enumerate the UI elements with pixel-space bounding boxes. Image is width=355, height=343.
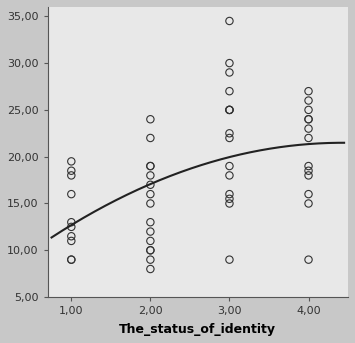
Point: [69, 220, 74, 225]
Point: [306, 168, 311, 174]
Point: [69, 238, 74, 244]
Point: [306, 126, 311, 131]
Point: [148, 257, 153, 262]
Point: [226, 18, 232, 24]
Point: [226, 196, 232, 202]
Point: [148, 117, 153, 122]
Point: [148, 201, 153, 206]
Point: [226, 201, 232, 206]
Point: [306, 98, 311, 103]
Point: [226, 191, 232, 197]
Point: [226, 88, 232, 94]
Point: [148, 248, 153, 253]
Point: [306, 191, 311, 197]
Point: [148, 220, 153, 225]
Point: [69, 257, 74, 262]
Point: [226, 107, 232, 113]
Point: [226, 70, 232, 75]
Point: [306, 173, 311, 178]
Point: [226, 60, 232, 66]
Point: [306, 257, 311, 262]
Point: [148, 229, 153, 234]
Point: [306, 117, 311, 122]
Point: [148, 163, 153, 169]
Point: [306, 163, 311, 169]
Point: [306, 117, 311, 122]
Point: [148, 191, 153, 197]
X-axis label: The_status_of_identity: The_status_of_identity: [119, 323, 276, 336]
Point: [226, 135, 232, 141]
Point: [226, 107, 232, 113]
Point: [148, 163, 153, 169]
Point: [226, 163, 232, 169]
Point: [306, 107, 311, 113]
Point: [69, 234, 74, 239]
Point: [226, 173, 232, 178]
Point: [69, 173, 74, 178]
Point: [226, 257, 232, 262]
Point: [69, 191, 74, 197]
Point: [306, 135, 311, 141]
Point: [226, 131, 232, 136]
Point: [69, 224, 74, 229]
Point: [148, 135, 153, 141]
Point: [148, 182, 153, 188]
Point: [69, 257, 74, 262]
Point: [148, 266, 153, 272]
Point: [306, 201, 311, 206]
Point: [306, 88, 311, 94]
Point: [148, 173, 153, 178]
Point: [69, 168, 74, 174]
Point: [69, 158, 74, 164]
Point: [148, 238, 153, 244]
Point: [148, 248, 153, 253]
Point: [226, 107, 232, 113]
